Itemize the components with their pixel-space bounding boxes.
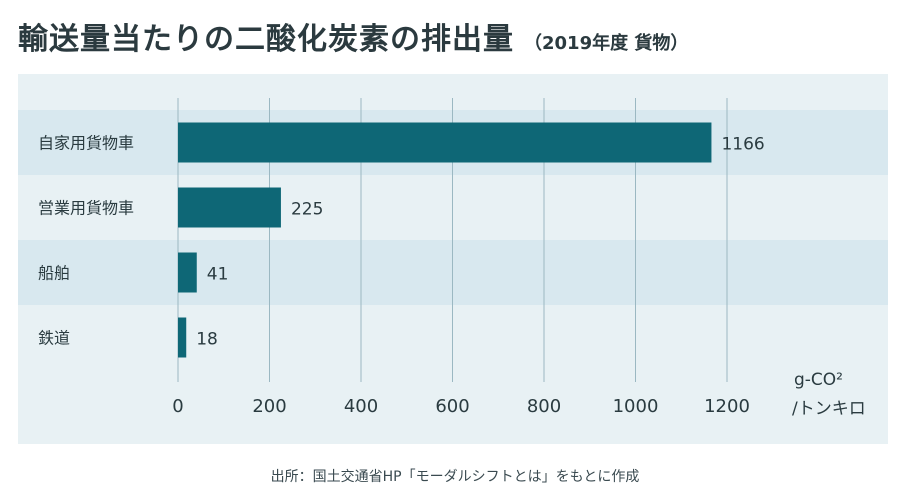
bar-0 [178, 122, 712, 163]
x-tick-label-800: 800 [527, 396, 561, 417]
bar-2 [178, 252, 197, 293]
category-label-1: 営業用貨物車 [38, 199, 134, 218]
x-tick-label-1200: 1200 [704, 396, 750, 417]
chart-title: 輸送量当たりの二酸化炭素の排出量 [18, 22, 514, 57]
value-label-2: 41 [207, 265, 229, 285]
unit-label-line2: /トンキロ [792, 399, 866, 419]
x-tick-label-0: 0 [172, 396, 183, 417]
x-tick-label-1000: 1000 [613, 396, 659, 417]
category-label-3: 鉄道 [38, 329, 70, 348]
bar-3 [178, 317, 187, 358]
category-label-0: 自家用貨物車 [38, 134, 134, 153]
bar-1 [178, 187, 281, 228]
unit-label-line1: g-CO² [794, 370, 843, 390]
title-row: 輸送量当たりの二酸化炭素の排出量 （2019年度 貨物） [18, 14, 688, 58]
category-label-2: 船舶 [38, 264, 70, 283]
value-label-1: 225 [291, 200, 323, 220]
value-label-3: 18 [196, 330, 218, 350]
x-tick-label-600: 600 [435, 396, 469, 417]
chart-subtitle: （2019年度 貨物） [524, 33, 689, 54]
x-tick-label-400: 400 [344, 396, 378, 417]
x-tick-label-200: 200 [252, 396, 286, 417]
source-note: 出所：国土交通省HP「モーダルシフトとは」をもとに作成 [270, 469, 640, 485]
value-label-0: 1166 [721, 135, 764, 155]
